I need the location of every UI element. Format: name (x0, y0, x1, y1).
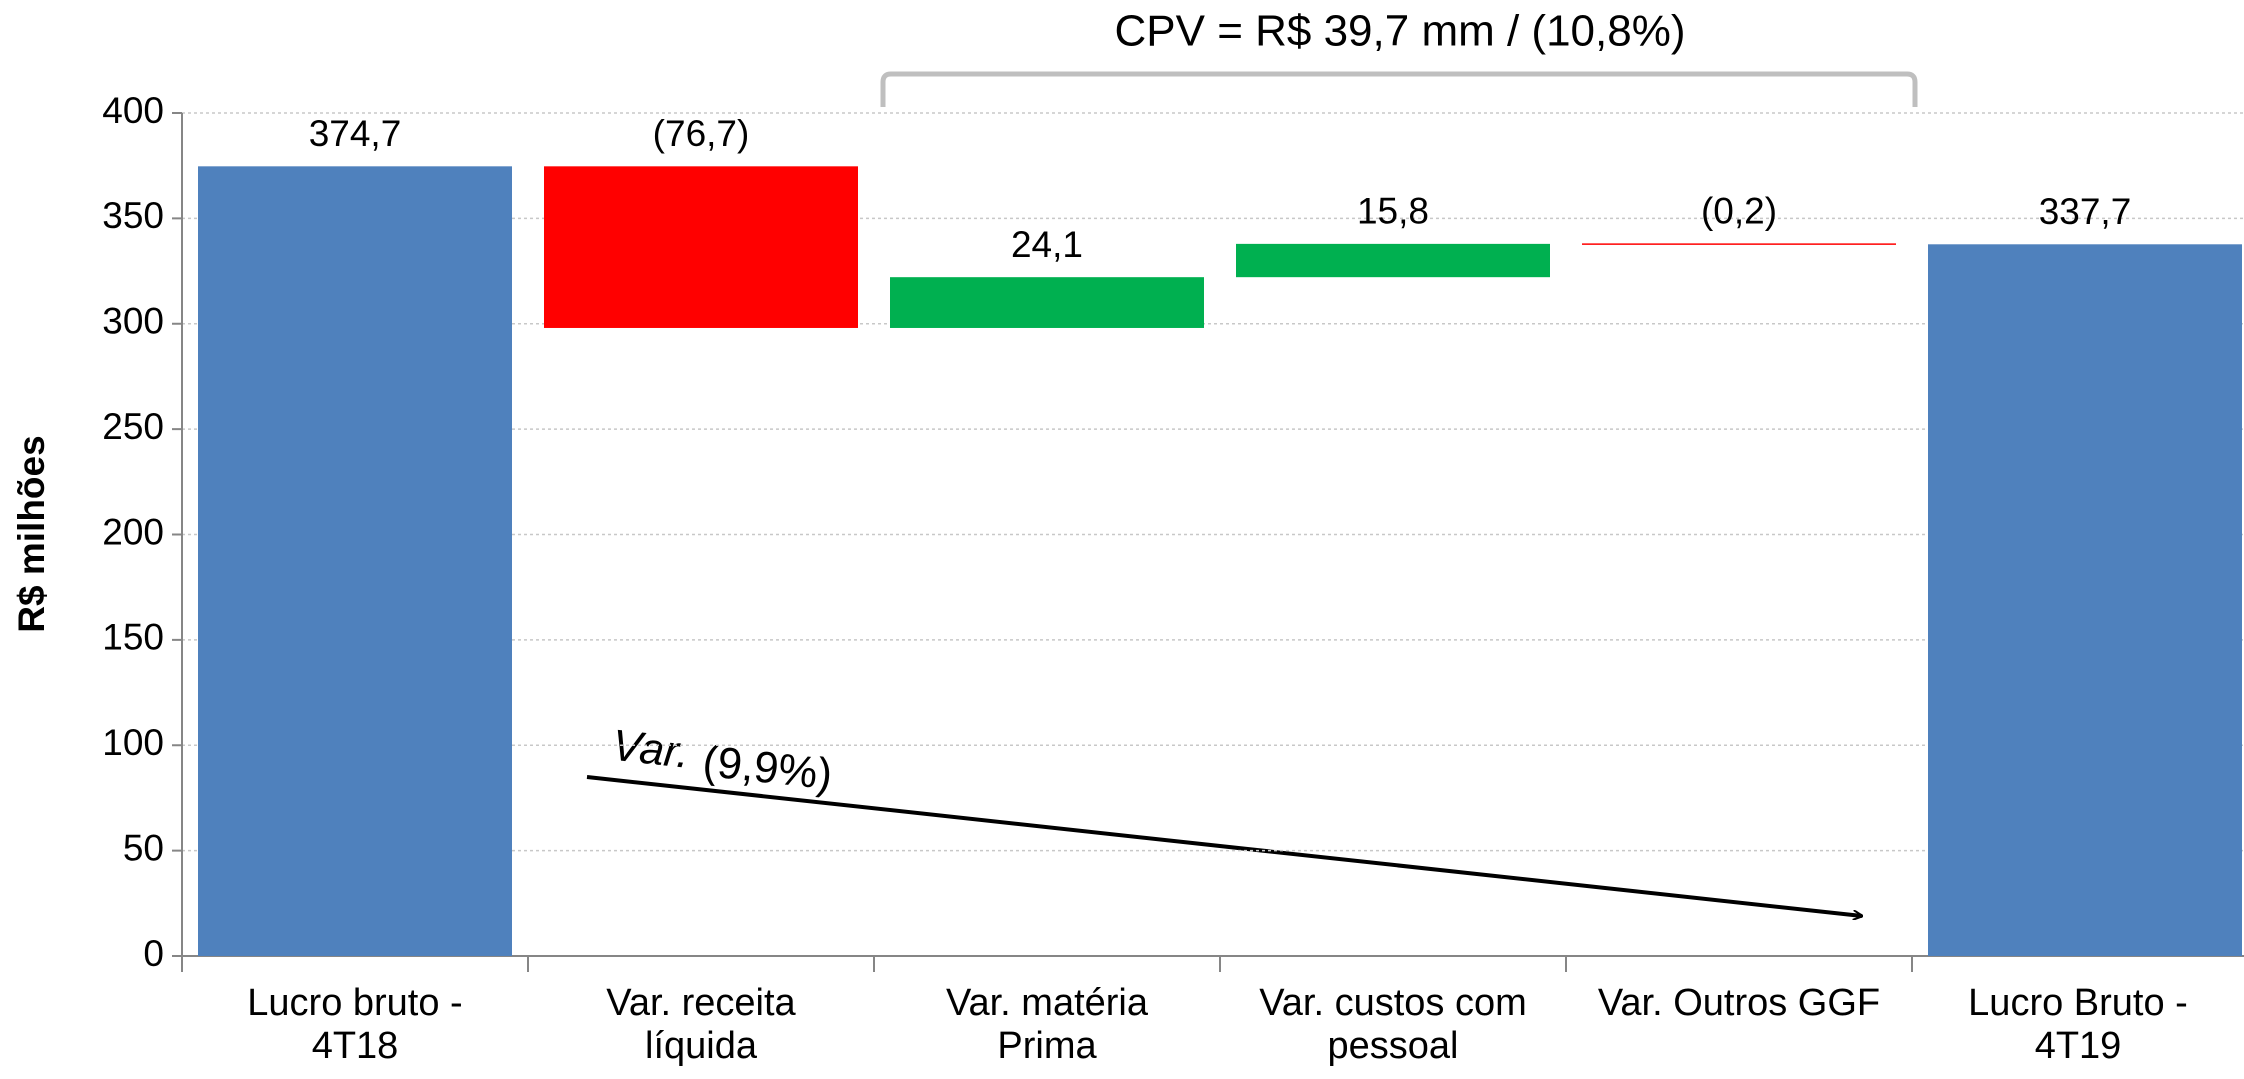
bar (198, 166, 512, 956)
data-label: (0,2) (1701, 191, 1777, 232)
y-tick-label: 350 (102, 195, 164, 236)
bar (890, 277, 1204, 328)
x-tick-label: Var. custos com pessoal (1259, 982, 1527, 1067)
bracket (880, 71, 1918, 107)
data-label: 374,7 (309, 113, 402, 154)
x-tick-label: Var. Outros GGF (1597, 982, 1881, 1024)
data-label: 24,1 (1011, 224, 1083, 265)
y-tick-label: 150 (102, 617, 164, 658)
bar (1928, 244, 2242, 957)
annotation-group: Var. (9,9%) (610, 721, 835, 800)
y-tick-label: 50 (123, 827, 164, 868)
x-tick-label: Lucro Bruto - 4T19 (1968, 982, 2188, 1067)
y-tick-label: 300 (102, 301, 164, 342)
data-label: 337,7 (2039, 191, 2132, 232)
x-tick-label: Var. receita líquida (606, 982, 796, 1067)
y-tick-label: 100 (102, 722, 164, 763)
y-tick-label: 250 (102, 406, 164, 447)
annotation: Var. (610, 721, 692, 778)
bar (1236, 243, 1550, 278)
chart-title: CPV = R$ 39,7 mm / (10,8%) (1115, 7, 1686, 56)
y-tick-label: 200 (102, 511, 164, 552)
data-label: (76,7) (653, 113, 750, 154)
y-tick-label: 400 (102, 90, 164, 131)
x-tick-label: Lucro bruto - 4T18 (247, 982, 463, 1067)
data-label: 15,8 (1357, 191, 1429, 232)
bar (544, 166, 858, 328)
x-tick-label: Var. matéria Prima (945, 982, 1149, 1067)
y-tick-label: 0 (143, 933, 164, 974)
y-axis-label: R$ milhões (11, 435, 52, 632)
trend-arrow (586, 775, 1862, 916)
